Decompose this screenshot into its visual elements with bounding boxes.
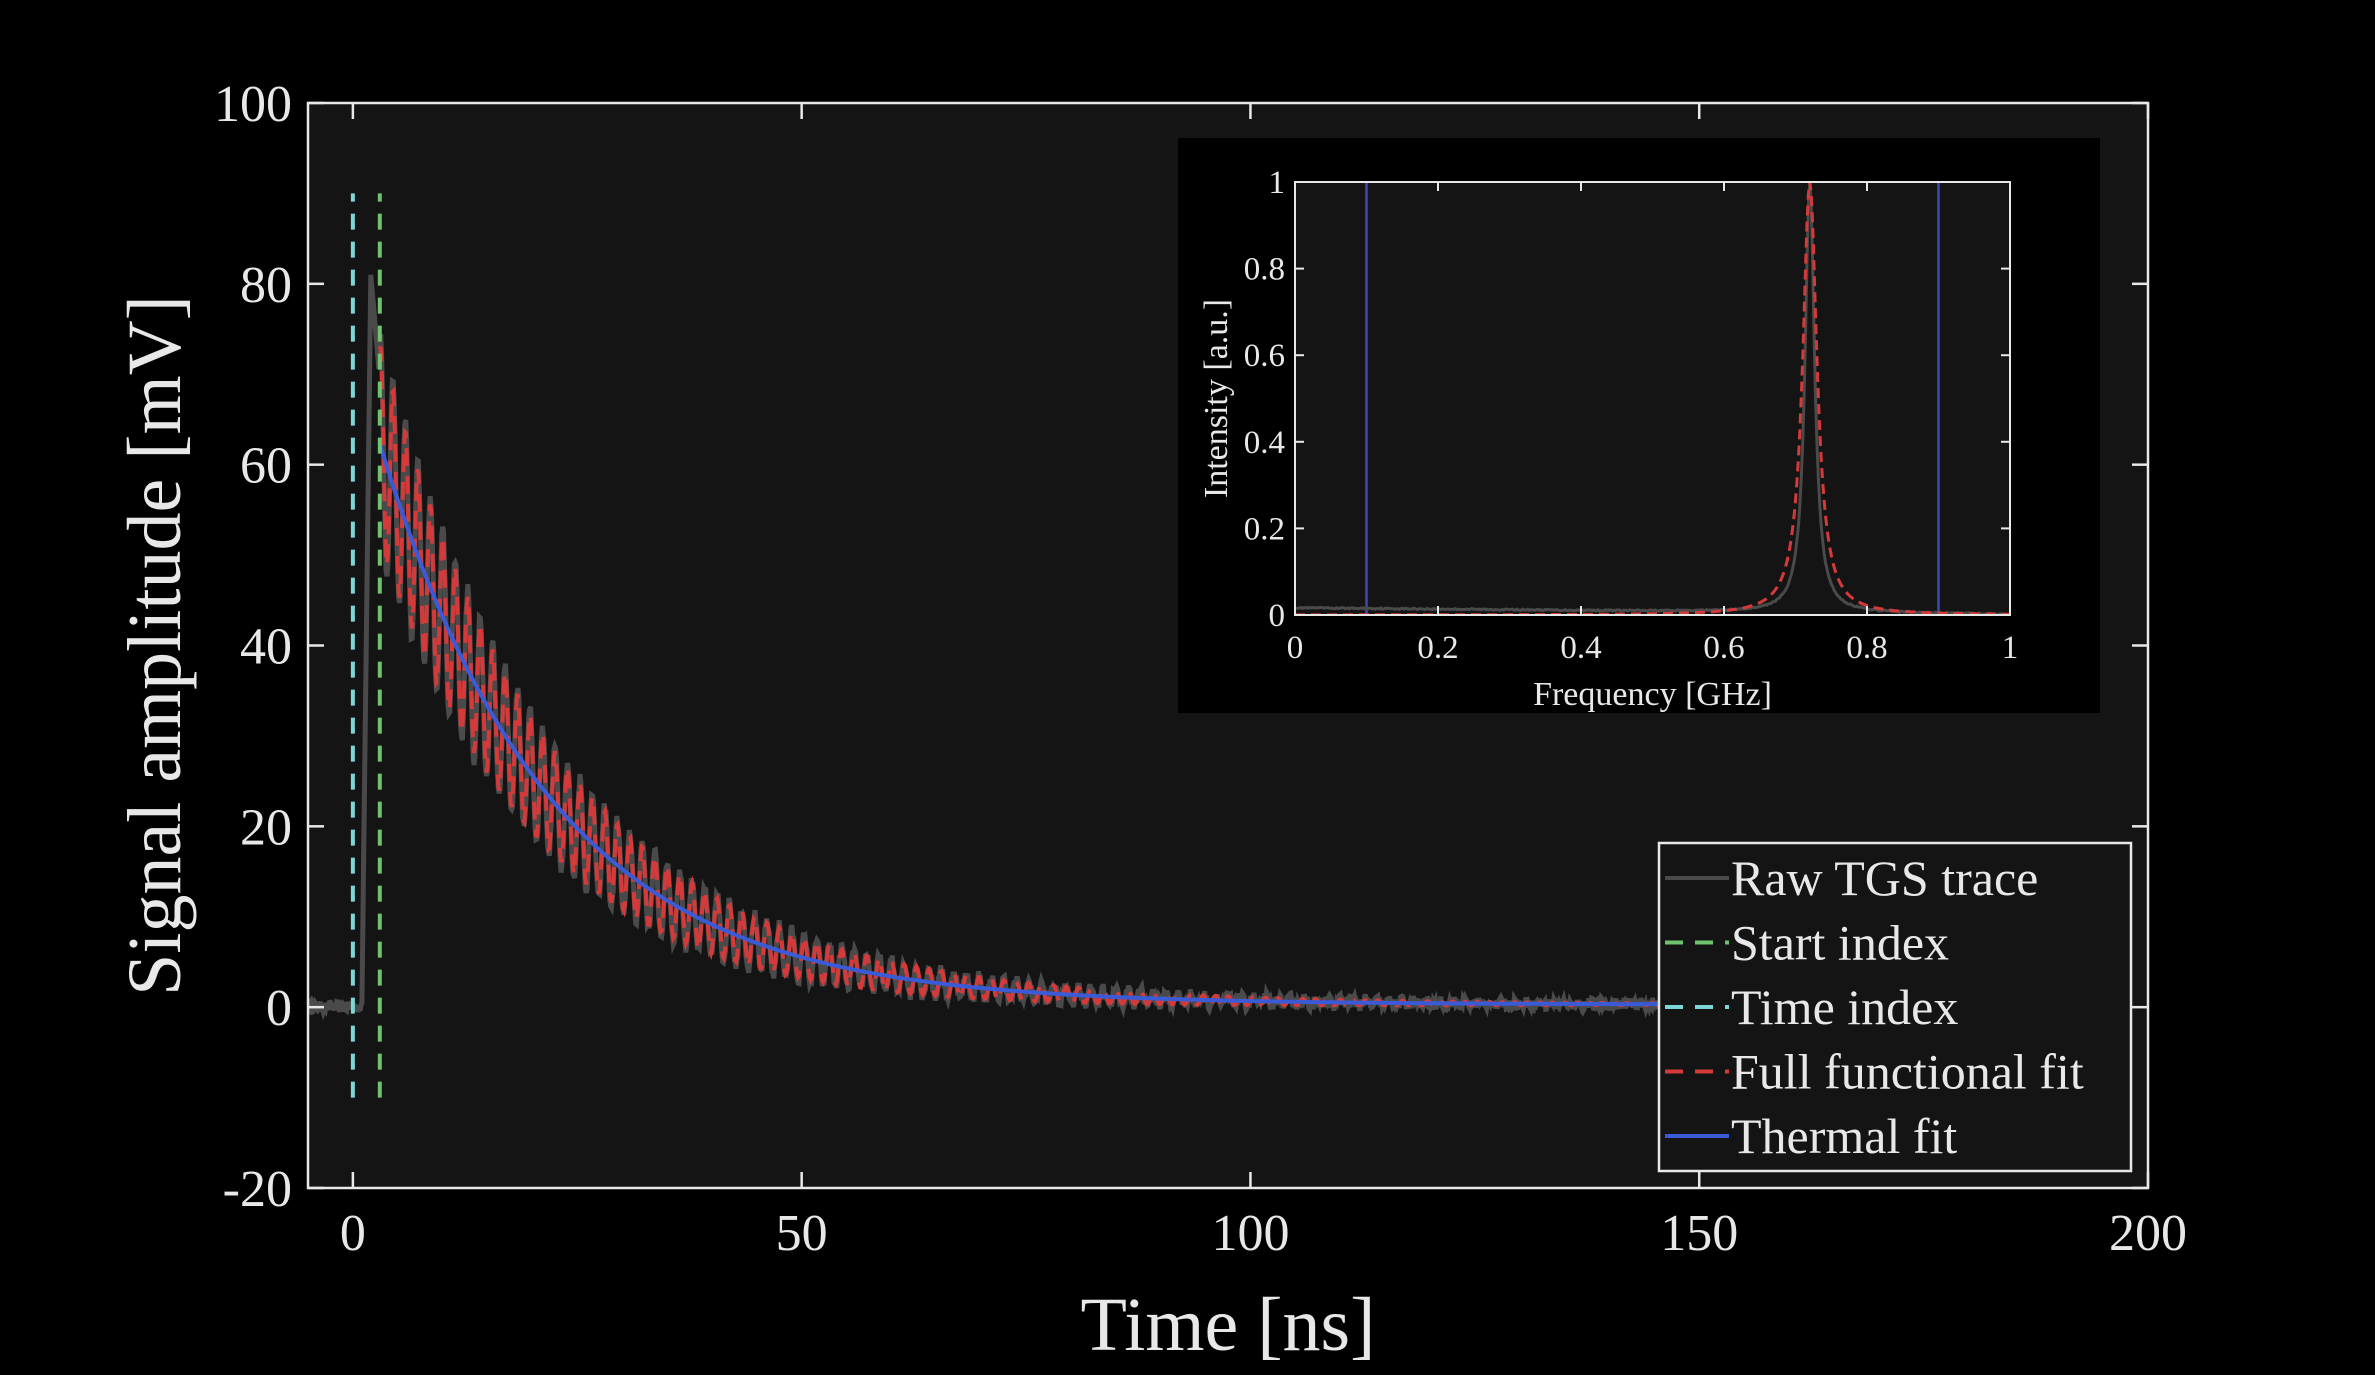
legend-label: Thermal fit [1731,1108,1957,1164]
full-functional-fit-line [377,346,1790,1008]
inset-y-tick-label: 1 [1269,165,1286,201]
inset-y-tick-label: 0.8 [1244,252,1285,288]
inset-plot-area [1295,182,2010,615]
inset-x-tick-label: 0.4 [1560,630,1601,666]
x-tick-label: 150 [1660,1205,1738,1262]
inset-y-tick-label: 0.4 [1244,425,1285,461]
legend-box [1657,841,2133,1173]
inset-y-tick-label: 0 [1269,598,1286,634]
legend-label: Start index [1731,915,1949,971]
inset-x-tick-label: 0 [1287,630,1304,666]
inset-axes: 0 0.2 0.4 0.6 0.8 1 0 0.2 0.4 0.6 0.8 1 Frequency [G… [1178,138,2100,713]
y-tick-label: 80 [240,257,292,314]
x-tick-label: 50 [776,1205,828,1262]
inset-axes-frame [1294,181,2011,616]
y-tick-label: 60 [240,438,292,495]
y-tick-label: -20 [223,1161,292,1218]
y-tick-label: 100 [214,76,292,133]
y-tick-label: 20 [240,799,292,856]
y-tick-label: 0 [266,980,292,1037]
inset-y-tick-label: 0.2 [1244,511,1285,547]
legend-label: Full functional fit [1731,1044,2084,1100]
x-tick-label: 100 [1211,1205,1289,1262]
main-plot-lines [308,193,1792,1098]
y-tick-label: 40 [240,619,292,676]
inset-y-axis-label: Intensity [a.u.] [1198,299,1235,498]
thermal-fit-line [377,443,1789,1007]
inset-x-axis-label: Frequency [GHz] [1533,676,1772,713]
inset-x-tick-label: 0.8 [1846,630,1887,666]
inset-x-tick-label: 1 [2002,630,2019,666]
inset-x-tick-label: 0.2 [1417,630,1458,666]
legend: Raw TGS trace Start index Time index Full f… [1657,841,2133,1173]
inset-x-tick-label: 0.6 [1703,630,1744,666]
y-axis-label: Signal amplitude [mV] [113,295,197,996]
legend-label: Time index [1731,979,1958,1035]
legend-label: Raw TGS trace [1731,850,2038,906]
x-tick-label: 0 [340,1205,366,1262]
x-tick-label: 200 [2109,1205,2187,1262]
inset-y-tick-label: 0.6 [1244,338,1285,374]
x-axis-label: Time [ns] [1081,1283,1376,1367]
